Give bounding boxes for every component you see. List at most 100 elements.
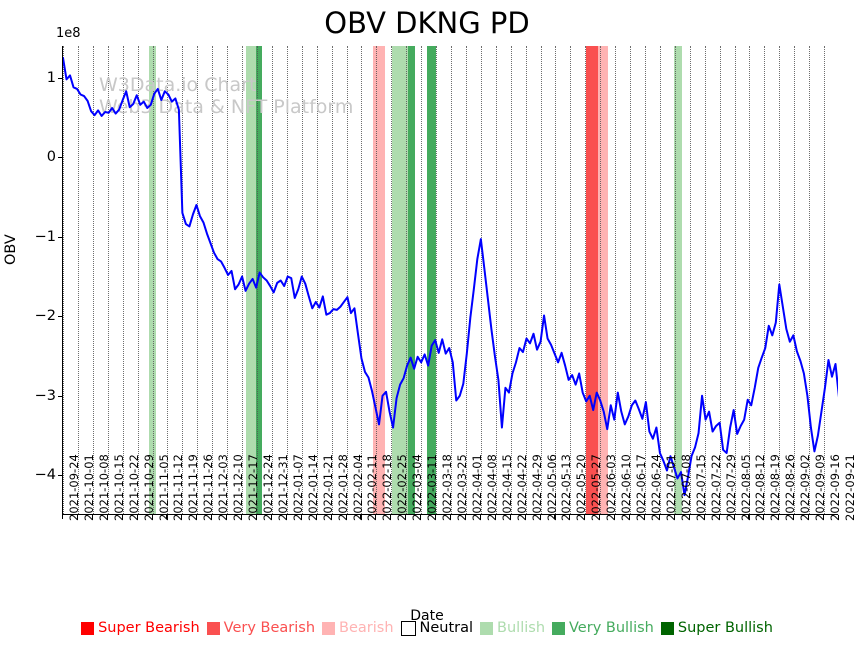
chart-title: OBV DKNG PD — [324, 6, 530, 40]
x-tick-mark — [614, 515, 616, 519]
legend-item[interactable]: Bullish — [480, 620, 545, 636]
x-tick-mark — [658, 515, 660, 519]
grid-line — [212, 46, 214, 514]
x-tick-label: 2022-08-05 — [738, 454, 753, 521]
x-tick-label: 2021-10-29 — [141, 454, 156, 521]
x-tick-mark — [420, 515, 422, 519]
grid-line — [271, 46, 273, 514]
legend-item[interactable]: Super Bearish — [81, 620, 200, 636]
plot-area: W3Data.io Chart Web3 Data & NFT Platform — [62, 46, 838, 515]
x-tick-label: 2022-09-02 — [798, 454, 813, 521]
x-tick-mark — [733, 515, 735, 519]
x-tick-label: 2022-04-22 — [514, 454, 529, 521]
grid-line — [182, 46, 184, 514]
grid-line — [630, 46, 632, 514]
x-tick-label: 2022-08-12 — [753, 454, 768, 521]
x-tick-label: 2021-10-15 — [111, 454, 126, 521]
grid-line — [779, 46, 781, 514]
x-tick-label: 2022-03-25 — [455, 454, 469, 521]
grid-line — [645, 46, 646, 514]
legend-swatch-icon — [552, 621, 566, 635]
grid-line — [600, 46, 602, 514]
legend-label: Super Bullish — [677, 620, 773, 636]
legend-item[interactable]: Bearish — [322, 620, 394, 636]
x-tick-mark — [599, 515, 601, 519]
x-tick-mark — [569, 515, 571, 519]
x-tick-label: 2022-04-01 — [469, 454, 484, 521]
grid-line — [540, 46, 542, 514]
y-tick-mark — [58, 77, 62, 79]
x-tick-mark — [226, 515, 228, 519]
y-tick-label: −2 — [34, 308, 56, 325]
grid-line — [197, 46, 199, 514]
grid-line — [734, 46, 736, 514]
x-tick-mark — [673, 515, 675, 519]
y-tick-mark — [58, 395, 62, 397]
grid-line — [719, 46, 721, 514]
grid-line — [749, 46, 751, 514]
grid-line — [301, 46, 303, 514]
x-tick-mark — [300, 515, 302, 519]
x-tick-mark — [763, 515, 765, 519]
x-tick-label: 2022-05-20 — [574, 454, 589, 521]
grid-line — [465, 46, 467, 514]
x-tick-label: 2022-03-04 — [410, 454, 425, 521]
y-tick-label: 1 — [46, 69, 56, 86]
x-tick-label: 2022-02-04 — [350, 454, 365, 521]
x-tick-label: 2022-01-28 — [335, 454, 350, 521]
legend-label: Neutral — [419, 620, 474, 636]
x-tick-mark — [211, 515, 213, 519]
grid-line — [63, 46, 64, 514]
x-tick-mark — [793, 515, 795, 519]
x-tick-mark — [151, 515, 153, 519]
grid-line — [421, 46, 423, 514]
legend-item[interactable]: Neutral — [400, 620, 474, 636]
x-tick-label: 2021-12-03 — [216, 454, 231, 521]
x-tick-mark — [688, 515, 690, 519]
x-tick-mark — [256, 515, 257, 519]
grid-line — [689, 46, 691, 514]
grid-line — [480, 46, 482, 514]
legend-item[interactable]: Very Bullish — [552, 620, 654, 636]
legend-swatch-icon — [400, 620, 416, 636]
x-tick-mark — [748, 515, 750, 519]
legend-item[interactable]: Very Bearish — [206, 620, 315, 636]
grid-line — [495, 46, 497, 514]
grid-line — [167, 46, 169, 514]
x-tick-label: 2021-12-17 — [246, 454, 261, 521]
grid-line — [107, 46, 109, 514]
x-tick-label: 2021-12-10 — [231, 454, 246, 521]
legend-swatch-icon — [322, 621, 336, 635]
grid-line — [391, 46, 393, 514]
grid-line — [122, 46, 124, 514]
x-tick-label: 2022-07-01 — [663, 454, 678, 521]
x-tick-label: 2021-11-05 — [156, 454, 171, 521]
y-axis-exponent: 1e8 — [56, 26, 81, 41]
x-tick-mark — [121, 515, 123, 519]
x-tick-mark — [390, 515, 392, 519]
x-tick-mark — [91, 515, 93, 519]
x-tick-mark — [270, 515, 272, 519]
x-tick-label: 2021-12-31 — [275, 454, 290, 521]
x-tick-mark — [644, 515, 645, 519]
x-tick-label: 2022-06-10 — [619, 454, 634, 521]
y-tick-mark — [58, 157, 62, 159]
legend-item[interactable]: Super Bullish — [660, 620, 773, 636]
x-tick-label: 2022-06-24 — [649, 454, 663, 521]
legend-label: Bullish — [497, 620, 546, 636]
x-tick-label: 2022-03-11 — [425, 454, 440, 521]
x-tick-label: 2022-03-18 — [440, 454, 455, 521]
x-tick-label: 2022-07-08 — [678, 454, 693, 521]
x-tick-label: 2022-07-15 — [693, 454, 708, 521]
grid-line — [331, 46, 333, 514]
y-tick-mark — [58, 475, 62, 477]
x-tick-label: 2022-07-22 — [708, 454, 723, 521]
grid-line — [585, 46, 587, 514]
legend-swatch-icon — [206, 621, 220, 635]
x-tick-label: 2022-01-07 — [290, 454, 305, 521]
x-tick-label: 2022-09-09 — [813, 454, 828, 521]
x-tick-label: 2022-06-17 — [634, 454, 649, 521]
x-tick-label: 2022-02-25 — [395, 454, 410, 521]
x-tick-mark — [479, 515, 481, 519]
